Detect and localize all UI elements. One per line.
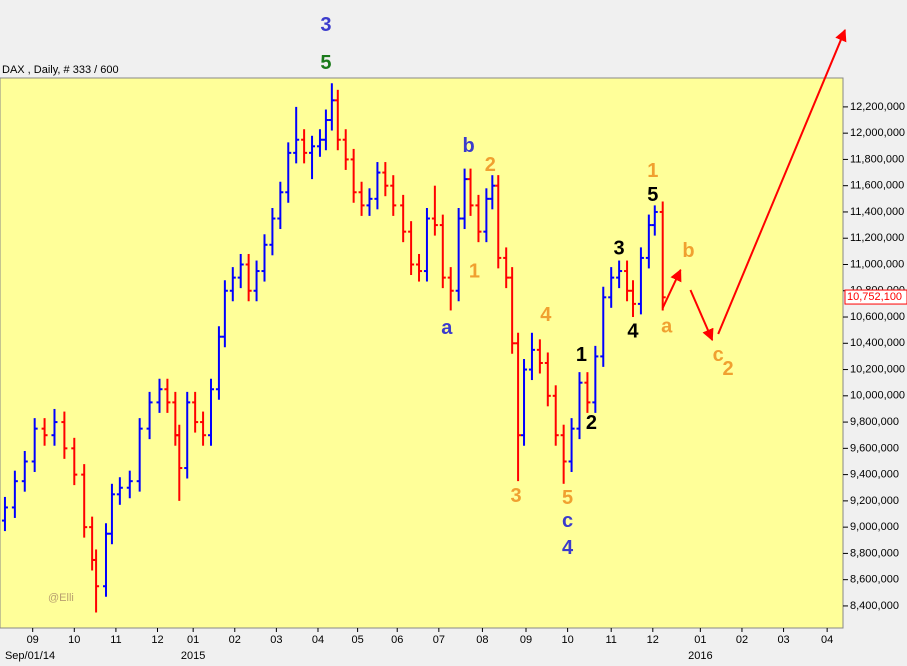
y-tick-label: 8,400,000 — [850, 600, 899, 612]
wave-label: 1 — [576, 344, 587, 366]
last-price-label: 10,752,100 — [847, 291, 902, 303]
watermark: @Elli — [48, 592, 74, 604]
projection-arrow — [689, 289, 714, 342]
x-tick-label: 01 — [187, 634, 199, 646]
wave-label: 2 — [586, 412, 597, 434]
y-tick-label: 11,400,000 — [850, 206, 904, 218]
x-tick-label: 09 — [520, 634, 532, 646]
x-tick-label: 08 — [476, 634, 488, 646]
plot-area — [0, 77, 844, 629]
x-tick-label: 11 — [110, 634, 121, 646]
wave-label: 3 — [320, 14, 331, 36]
y-tick-label: 12,000,000 — [850, 127, 905, 139]
y-tick-label: 11,600,000 — [850, 180, 904, 192]
projection-arrow — [717, 28, 847, 335]
wave-label: c — [713, 344, 724, 366]
x-tick-label: 04 — [821, 634, 833, 646]
wave-label: 5 — [320, 52, 331, 74]
last-price-box — [844, 289, 907, 305]
x-tick-label: 02 — [736, 634, 748, 646]
x-tick-label: 05 — [351, 634, 363, 646]
y-tick-label: 10,600,000 — [850, 311, 905, 323]
y-tick-label: 9,000,000 — [850, 521, 899, 533]
y-tick-label: 9,600,000 — [850, 442, 899, 454]
y-tick-label: 8,600,000 — [850, 574, 899, 586]
wave-label: c — [562, 510, 573, 532]
x-tick-label: 10 — [68, 634, 80, 646]
x-tick-label: 04 — [312, 634, 324, 646]
x-tick-label: 09 — [27, 634, 39, 646]
wave-label: 4 — [540, 304, 552, 326]
wave-label: 2 — [723, 358, 734, 380]
x-sublabel: 2016 — [688, 650, 712, 662]
x-sublabel: 2015 — [181, 650, 205, 662]
wave-label: 3 — [614, 237, 625, 259]
wave-label: 5 — [562, 487, 573, 509]
y-tick-label: 10,000,000 — [850, 390, 905, 402]
wave-label: 4 — [627, 320, 639, 342]
x-sublabel: Sep/01/14 — [5, 650, 55, 662]
y-tick-label: 9,200,000 — [850, 495, 899, 507]
y-tick-label: 11,000,000 — [850, 258, 904, 270]
y-tick-label: 9,800,000 — [850, 416, 899, 428]
y-tick-label: 8,800,000 — [850, 547, 899, 559]
wave-label: 3 — [511, 485, 522, 507]
y-tick-label: 12,200,000 — [850, 101, 905, 113]
wave-label: b — [462, 135, 474, 157]
projection-arrow — [661, 268, 682, 309]
wave-label: 2 — [485, 154, 496, 176]
wave-label: 5 — [647, 184, 658, 206]
y-tick-label: 11,200,000 — [850, 232, 904, 244]
x-tick-label: 10 — [561, 634, 573, 646]
wave-label: 4 — [562, 537, 574, 559]
wave-label: a — [661, 315, 673, 337]
y-tick-label: 11,800,000 — [850, 153, 904, 165]
x-tick-label: 11 — [605, 634, 616, 646]
x-tick-label: 12 — [647, 634, 659, 646]
x-tick-label: 03 — [270, 634, 282, 646]
x-tick-label: 07 — [433, 634, 445, 646]
y-tick-label: 10,400,000 — [850, 337, 905, 349]
wave-label: a — [441, 317, 453, 339]
y-tick-label: 10,200,000 — [850, 363, 905, 375]
wave-label: 1 — [647, 160, 658, 182]
y-tick-label: 9,400,000 — [850, 469, 899, 481]
x-tick-label: 12 — [151, 634, 163, 646]
wave-label: b — [682, 240, 694, 262]
x-tick-label: 02 — [229, 634, 241, 646]
chart-title: DAX , Daily, # 333 / 600 — [2, 64, 119, 76]
x-tick-label: 01 — [694, 634, 706, 646]
x-tick-label: 03 — [777, 634, 789, 646]
x-tick-label: 06 — [391, 634, 403, 646]
wave-label: 1 — [469, 260, 480, 282]
